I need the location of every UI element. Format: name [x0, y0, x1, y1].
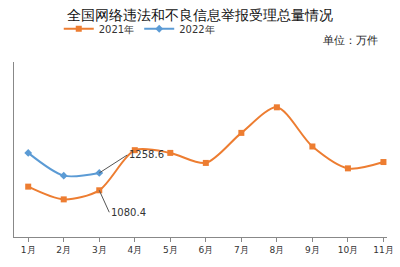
svg-text:5月: 5月	[163, 245, 178, 255]
svg-text:6月: 6月	[198, 245, 213, 255]
svg-text:9月: 9月	[305, 245, 320, 255]
svg-text:3月: 3月	[92, 245, 107, 255]
svg-text:1月: 1月	[21, 245, 36, 255]
svg-text:1258.6: 1258.6	[129, 149, 164, 160]
svg-text:1080.4: 1080.4	[111, 207, 146, 218]
svg-text:2021年: 2021年	[99, 24, 134, 35]
svg-text:7月: 7月	[234, 245, 249, 255]
svg-text:4月: 4月	[127, 245, 142, 255]
svg-text:8月: 8月	[270, 245, 285, 255]
svg-text:2022年: 2022年	[179, 24, 214, 35]
svg-text:全国网络违法和不良信息举报受理总量情况: 全国网络违法和不良信息举报受理总量情况	[67, 7, 333, 23]
svg-text:2月: 2月	[56, 245, 71, 255]
svg-text:11月: 11月	[373, 245, 393, 255]
svg-text:单位：万件: 单位：万件	[323, 34, 378, 47]
svg-text:10月: 10月	[338, 245, 358, 255]
